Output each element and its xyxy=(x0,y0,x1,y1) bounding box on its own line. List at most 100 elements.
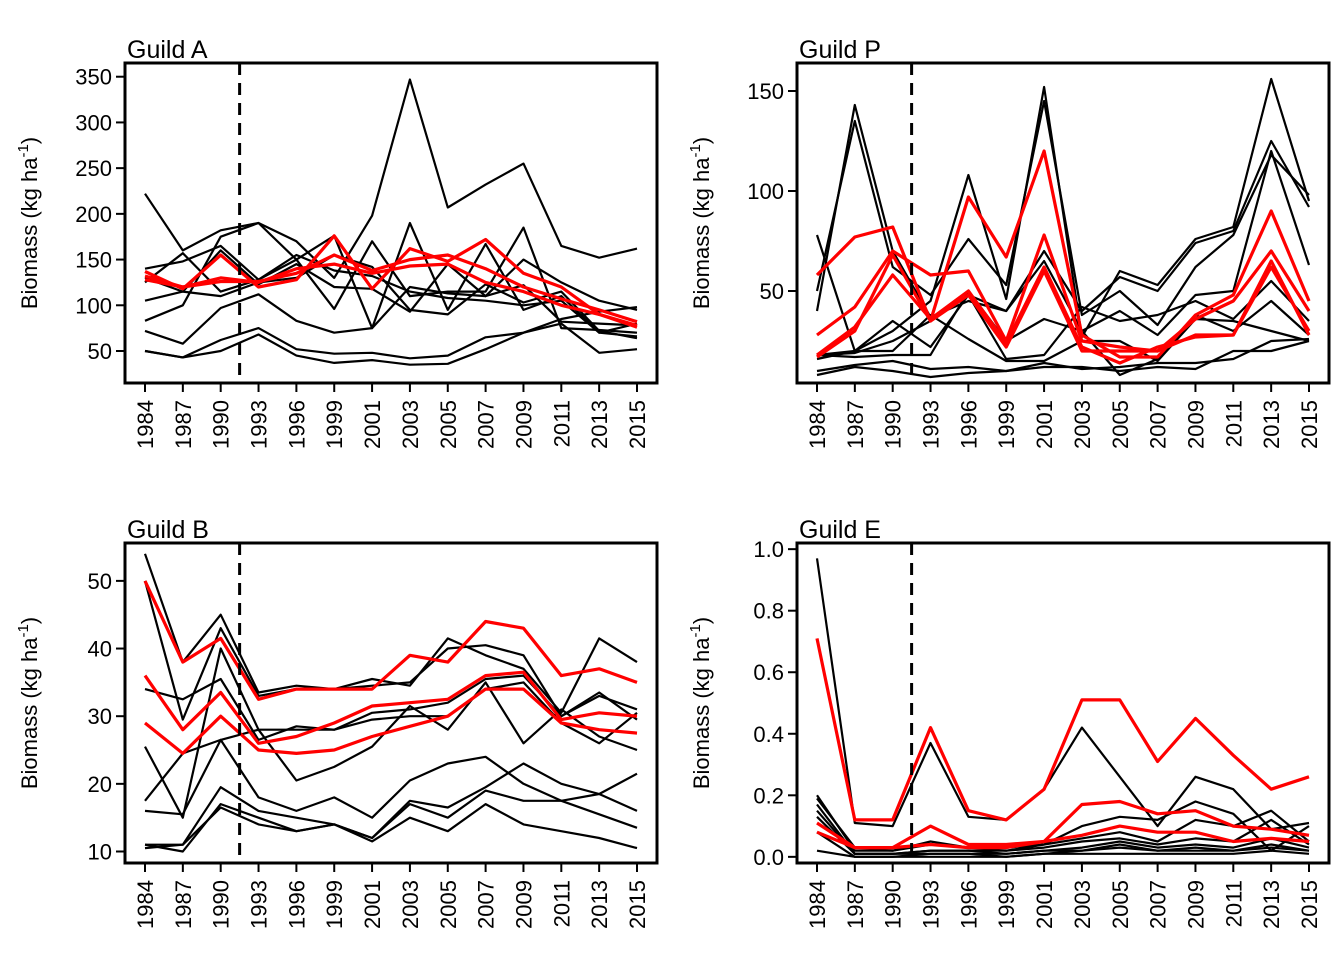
black-series-line xyxy=(144,322,638,366)
y-tick-label: 300 xyxy=(75,110,112,135)
y-tick-label: 1.0 xyxy=(753,537,784,562)
y-axis-label-text: Biomass (kg ha xyxy=(689,637,714,789)
y-tick-label: 20 xyxy=(88,772,112,797)
red-series-line xyxy=(816,824,1310,850)
y-axis-label: Biomass (kg ha-1) xyxy=(15,617,42,789)
red-series-line xyxy=(144,262,638,329)
x-tick-label: 1999 xyxy=(994,880,1019,929)
x-tick-label: 2011 xyxy=(549,880,574,927)
x-tick-label: 2015 xyxy=(1297,400,1322,449)
plot-frame xyxy=(795,61,1331,385)
x-tick-label: 2013 xyxy=(1259,400,1284,449)
x-tick-label: 2005 xyxy=(1108,880,1133,929)
panel-3: Guild B 10 20 30 40 50 Biomass (kg ha-1) 1984 19… xyxy=(15,516,659,929)
x-tick-label: 1987 xyxy=(843,400,868,449)
y-tick-label: 350 xyxy=(75,65,112,90)
x-tick-label: 1990 xyxy=(881,880,906,929)
black-series-line xyxy=(143,580,638,721)
panel-title: Guild A xyxy=(127,36,208,64)
black-series-line xyxy=(816,849,1310,858)
y-tick-label: 0.4 xyxy=(753,722,784,747)
y-axis-label: Biomass (kg ha-1) xyxy=(15,137,42,309)
x-tick-label: 1987 xyxy=(843,880,868,929)
y-tick-label: 250 xyxy=(75,156,112,181)
y-tick-label: 50 xyxy=(760,279,784,304)
x-tick-label: 2003 xyxy=(398,880,423,929)
y-axis-label-close: ) xyxy=(17,137,42,144)
y-tick-label: 150 xyxy=(747,79,784,104)
black-series-line xyxy=(144,802,638,850)
x-tick-label: 1993 xyxy=(919,400,944,449)
x-tick-label: 2007 xyxy=(1146,400,1171,449)
black-series-line xyxy=(815,103,1310,319)
x-tick-label: 2005 xyxy=(436,880,461,929)
x-tick-label: 2007 xyxy=(1146,880,1171,929)
x-tick-label: 2013 xyxy=(587,400,612,449)
x-tick-label: 1990 xyxy=(209,880,234,929)
y-tick-label: 100 xyxy=(75,293,112,318)
x-tick-label: 2001 xyxy=(360,400,385,449)
x-tick-label: 2013 xyxy=(587,880,612,929)
y-axis-label: Biomass (kg ha-1) xyxy=(687,617,714,789)
x-tick-label: 2003 xyxy=(1070,880,1095,929)
y-axis-label-close: ) xyxy=(689,137,714,144)
red-series-line xyxy=(816,233,1311,353)
black-series-line xyxy=(144,249,638,313)
black-series-line xyxy=(816,279,1310,361)
red-series-line xyxy=(815,638,1310,822)
black-series-line xyxy=(144,789,638,853)
x-tick-label: 1999 xyxy=(994,400,1019,449)
black-series-line xyxy=(145,762,638,846)
y-tick-label: 10 xyxy=(88,839,112,864)
plot-frame xyxy=(123,61,659,385)
black-series-line xyxy=(816,289,1310,377)
y-tick-label: 0.0 xyxy=(753,845,784,870)
x-tick-label: 1993 xyxy=(919,880,944,929)
x-tick-label: 1999 xyxy=(322,880,347,929)
red-series-line xyxy=(815,149,1311,359)
x-tick-label: 2011 xyxy=(1221,400,1246,447)
y-tick-label: 150 xyxy=(75,248,112,273)
x-tick-label: 1999 xyxy=(322,400,347,449)
x-tick-label: 1984 xyxy=(805,880,830,929)
x-tick-label: 1996 xyxy=(956,880,981,929)
y-tick-label: 30 xyxy=(88,704,112,729)
x-tick-label: 1984 xyxy=(133,400,158,449)
x-tick-label: 1984 xyxy=(133,880,158,929)
y-tick-label: 100 xyxy=(747,179,784,204)
black-series-line xyxy=(815,558,1310,831)
black-series-line xyxy=(144,253,638,340)
x-tick-label: 2015 xyxy=(625,400,650,449)
red-series-line xyxy=(144,253,638,324)
x-tick-label: 2007 xyxy=(474,400,499,449)
x-tick-label: 2001 xyxy=(1032,880,1057,929)
black-series-line xyxy=(816,149,1311,357)
x-tick-label: 2015 xyxy=(1297,880,1322,929)
x-tick-label: 2011 xyxy=(549,400,574,447)
x-tick-label: 1996 xyxy=(956,400,981,449)
plot-frame xyxy=(123,541,659,865)
x-tick-label: 2001 xyxy=(1032,400,1057,449)
y-axis-label-superscript: -1 xyxy=(15,624,32,637)
panel-2: Guild P 50 100 150 Biomass (kg ha-1) 1984 1987… xyxy=(687,36,1331,449)
y-axis-label-superscript: -1 xyxy=(15,144,32,157)
x-tick-label: 2003 xyxy=(398,400,423,449)
panel-title: Guild P xyxy=(799,36,881,64)
y-axis-label-close: ) xyxy=(17,617,42,624)
y-axis-label-superscript: -1 xyxy=(687,624,704,637)
x-tick-label: 2013 xyxy=(1259,880,1284,929)
red-series-line xyxy=(143,687,638,756)
y-axis-label-superscript: -1 xyxy=(687,144,704,157)
panel-4: Guild E 0.0 0.2 0.4 0.6 0.8 1.0 Biomass (kg ha-… xyxy=(687,516,1331,929)
x-tick-label: 2003 xyxy=(1070,400,1095,449)
y-axis-label: Biomass (kg ha-1) xyxy=(687,137,714,309)
x-tick-label: 2011 xyxy=(1221,880,1246,927)
x-tick-label: 2001 xyxy=(360,880,385,929)
x-tick-label: 2009 xyxy=(1183,880,1208,929)
y-tick-label: 40 xyxy=(88,637,112,662)
y-tick-label: 50 xyxy=(88,569,112,594)
y-axis-label-close: ) xyxy=(689,617,714,624)
y-tick-label: 0.8 xyxy=(753,599,784,624)
x-tick-label: 2009 xyxy=(511,880,536,929)
